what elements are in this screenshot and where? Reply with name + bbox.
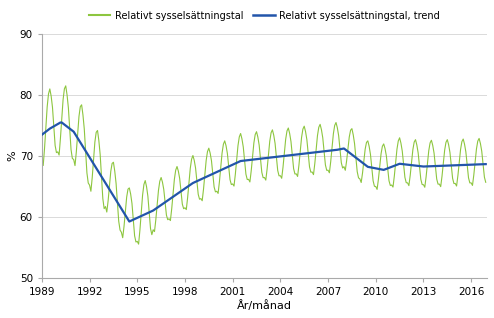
X-axis label: År/månad: År/månad <box>237 300 292 311</box>
Y-axis label: %: % <box>7 151 17 162</box>
Legend: Relativt sysselsättningstal, Relativt sysselsättningstal, trend: Relativt sysselsättningstal, Relativt sy… <box>85 7 444 25</box>
